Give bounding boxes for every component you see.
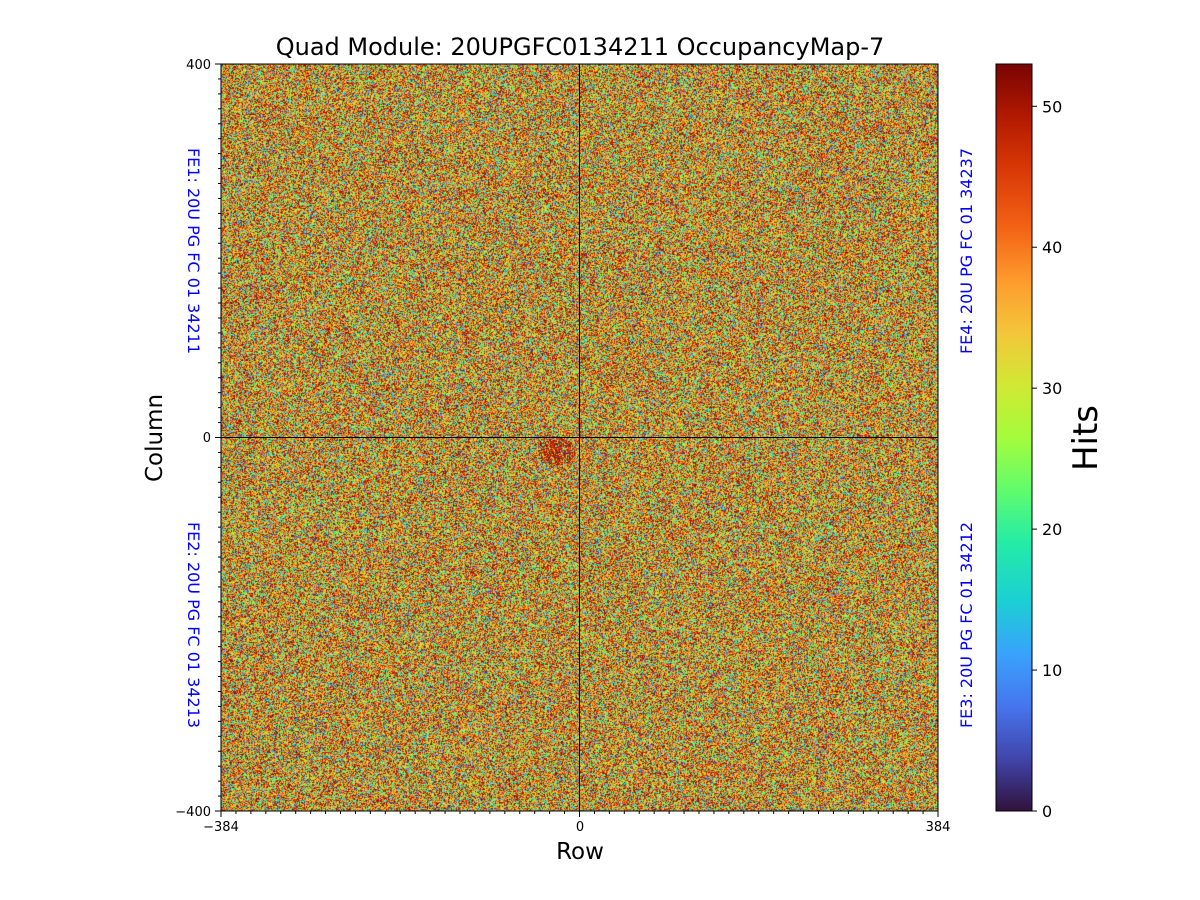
y-axis-label: Column: [142, 394, 168, 482]
colorbar-tick-label: 0: [1042, 802, 1052, 821]
colorbar-label: Hits: [1066, 405, 1106, 471]
chip-label-fe1: FE1: 20U PG FC 01 34211: [184, 148, 203, 354]
chart-title: Quad Module: 20UPGFC0134211 OccupancyMap…: [276, 33, 885, 61]
colorbar-ticks: 0 10 20 30 40 50: [1032, 97, 1062, 821]
x-tick-label-max: 384: [926, 820, 951, 835]
colorbar-tick-label: 30: [1042, 379, 1062, 398]
colorbar-tick-label: 20: [1042, 520, 1062, 539]
y-tick-label-zero: 0: [203, 431, 211, 446]
chip-label-fe3: FE3: 20U PG FC 01 34212: [957, 522, 976, 728]
colorbar: [995, 63, 1033, 812]
x-tick-label-zero: 0: [576, 820, 584, 835]
colorbar-tick-label: 40: [1042, 238, 1062, 257]
x-axis-label: Row: [556, 839, 604, 865]
chip-label-fe4: FE4: 20U PG FC 01 34237: [957, 148, 976, 354]
y-tick-label-min: −400: [175, 805, 211, 820]
x-tick-label-min: −384: [203, 820, 239, 835]
colorbar-tick-label: 10: [1042, 661, 1062, 680]
axis-ticks: [215, 63, 939, 817]
colorbar-tick-label: 50: [1042, 97, 1062, 116]
y-tick-label-max: 400: [186, 58, 211, 73]
chip-label-fe2: FE2: 20U PG FC 01 34213: [184, 522, 203, 728]
